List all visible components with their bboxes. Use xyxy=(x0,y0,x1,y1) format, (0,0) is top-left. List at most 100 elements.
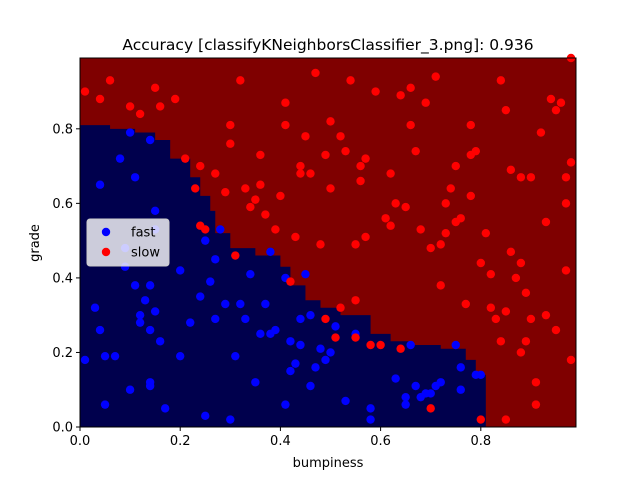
slow-point xyxy=(517,259,525,267)
slow-point xyxy=(492,315,500,323)
slow-point xyxy=(156,102,164,110)
slow-point xyxy=(442,199,450,207)
slow-point xyxy=(246,203,254,211)
slow-point xyxy=(452,162,460,170)
slow-point xyxy=(557,99,565,107)
fast-point xyxy=(96,326,104,334)
slow-point xyxy=(507,166,515,174)
fast-point xyxy=(296,341,304,349)
x-axis: 0.0 0.2 0.4 0.6 0.8 xyxy=(70,427,491,449)
slow-point xyxy=(226,140,234,148)
slow-point xyxy=(542,218,550,226)
slow-point xyxy=(532,400,540,408)
legend-marker-slow xyxy=(102,248,110,256)
fast-point xyxy=(401,393,409,401)
slow-point xyxy=(126,102,134,110)
fast-point xyxy=(457,386,465,394)
slow-point xyxy=(351,333,359,341)
slow-point xyxy=(281,99,289,107)
fast-point xyxy=(226,415,234,423)
slow-point xyxy=(452,218,460,226)
slow-point xyxy=(356,162,364,170)
x-axis-label: bumpiness xyxy=(293,456,364,471)
slow-point xyxy=(447,184,455,192)
fast-point xyxy=(201,412,209,420)
fast-point xyxy=(281,400,289,408)
slow-point xyxy=(427,244,435,252)
slow-point xyxy=(366,341,374,349)
y-tick-label: 0.4 xyxy=(52,271,73,286)
slow-point xyxy=(437,240,445,248)
fast-point xyxy=(126,386,134,394)
slow-point xyxy=(437,281,445,289)
slow-point xyxy=(136,110,144,118)
x-tick-label: 0.2 xyxy=(170,434,191,449)
fast-point xyxy=(211,315,219,323)
fast-point xyxy=(256,330,264,338)
fast-point xyxy=(301,270,309,278)
fast-point xyxy=(311,363,319,371)
slow-point xyxy=(341,147,349,155)
slow-point xyxy=(467,121,475,129)
slow-point xyxy=(81,87,89,95)
slow-point xyxy=(562,199,570,207)
slow-point xyxy=(547,95,555,103)
x-tick-label: 0.6 xyxy=(370,434,391,449)
fast-point xyxy=(266,248,274,256)
slow-point xyxy=(336,304,344,312)
slow-point xyxy=(346,76,354,84)
fast-point xyxy=(151,207,159,215)
slow-point xyxy=(507,248,515,256)
slow-point xyxy=(326,117,334,125)
fast-point xyxy=(391,374,399,382)
fast-point xyxy=(146,136,154,144)
slow-point xyxy=(477,415,485,423)
slow-point xyxy=(477,259,485,267)
fast-point xyxy=(136,318,144,326)
slow-point xyxy=(482,229,490,237)
fast-point xyxy=(201,236,209,244)
fast-point xyxy=(156,337,164,345)
slow-point xyxy=(326,184,334,192)
fast-point xyxy=(286,367,294,375)
slow-point xyxy=(512,274,520,282)
slow-point xyxy=(106,76,114,84)
slow-point xyxy=(251,195,259,203)
fast-point xyxy=(126,128,134,136)
slow-point xyxy=(527,315,535,323)
slow-point xyxy=(96,95,104,103)
slow-point xyxy=(421,99,429,107)
fast-point xyxy=(96,181,104,189)
y-tick-label: 0.6 xyxy=(52,197,73,212)
fast-point xyxy=(81,356,89,364)
fast-point xyxy=(146,281,154,289)
slow-point xyxy=(181,154,189,162)
slow-point xyxy=(286,277,294,285)
x-tick-label: 0.0 xyxy=(70,434,91,449)
slow-point xyxy=(361,233,369,241)
slow-point xyxy=(497,337,505,345)
fast-point xyxy=(111,352,119,360)
fast-point xyxy=(131,173,139,181)
slow-point xyxy=(537,128,545,136)
slow-point xyxy=(316,240,324,248)
slow-point xyxy=(291,233,299,241)
fast-point xyxy=(146,326,154,334)
slow-point xyxy=(406,84,414,92)
slow-point xyxy=(361,154,369,162)
slow-point xyxy=(562,266,570,274)
fast-point xyxy=(331,322,339,330)
fast-point xyxy=(146,382,154,390)
slow-point xyxy=(231,251,239,259)
fast-point xyxy=(211,255,219,263)
fast-point xyxy=(196,292,204,300)
slow-point xyxy=(321,315,329,323)
fast-point xyxy=(406,341,414,349)
slow-point xyxy=(502,415,510,423)
fast-point xyxy=(457,363,465,371)
fast-point xyxy=(176,352,184,360)
slow-point xyxy=(552,326,560,334)
fast-point xyxy=(246,270,254,278)
slow-point xyxy=(276,192,284,200)
slow-point xyxy=(331,333,339,341)
